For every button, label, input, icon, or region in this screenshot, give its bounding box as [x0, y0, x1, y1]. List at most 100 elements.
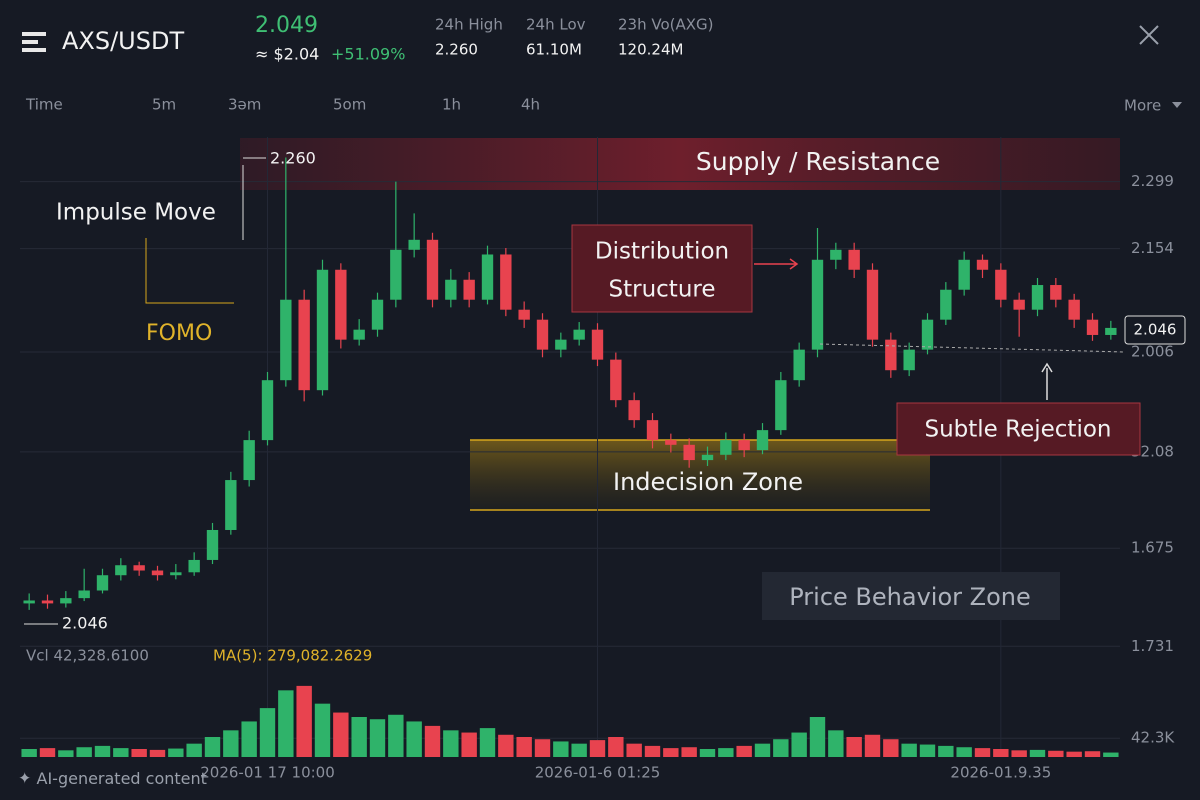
- volume-bar: [131, 749, 147, 757]
- candle-body: [775, 380, 787, 431]
- candle-body: [628, 400, 640, 421]
- timeframe[interactable]: 5m: [152, 96, 176, 114]
- volume-bar: [663, 748, 679, 757]
- y-tick-label: 42.3K: [1131, 729, 1175, 747]
- volume-bar: [241, 721, 257, 757]
- annotation: Price Behavior Zone: [789, 583, 1030, 611]
- candle-body: [830, 249, 842, 260]
- candle-body: [555, 339, 567, 350]
- candle-body: [78, 590, 90, 599]
- y-tick-label: 2.154: [1131, 239, 1174, 257]
- candle-body: [426, 239, 439, 300]
- annotation: Impulse Move: [56, 200, 216, 226]
- volume-bar: [149, 749, 166, 757]
- candle-body: [756, 430, 769, 451]
- candle-body: [463, 279, 475, 300]
- annotation: Structure: [609, 277, 716, 303]
- x-tick-label: 2026-01-6 01:25: [535, 764, 661, 782]
- last-price-line: [819, 343, 1126, 353]
- volume-bar: [278, 690, 294, 757]
- footer: ✦ AI-generated content: [18, 769, 207, 788]
- volume-bar: [113, 748, 129, 757]
- volume-bar: [1066, 751, 1082, 757]
- candle-body: [1105, 327, 1117, 335]
- volume-bar: [553, 741, 569, 757]
- annotation: Subtle Rejection: [925, 417, 1112, 443]
- supply-zone: [240, 138, 1120, 190]
- volume-bar: [993, 749, 1009, 757]
- candle-body: [115, 565, 127, 576]
- volume-bar: [901, 743, 917, 757]
- volume-bar: [388, 714, 404, 757]
- candle-body: [371, 299, 384, 330]
- candle-body: [316, 269, 329, 391]
- volume-bar: [791, 732, 807, 757]
- volume-bar: [828, 730, 844, 757]
- volume-bar: [424, 725, 441, 757]
- candle-body: [133, 565, 145, 571]
- candle-body: [885, 339, 897, 371]
- volume-bar: [589, 740, 606, 757]
- y-tick-label: 1.675: [1131, 539, 1174, 557]
- volume-bar: [681, 747, 697, 757]
- timeframe[interactable]: 5om: [333, 96, 366, 114]
- volume-bar: [571, 743, 587, 757]
- candle-body: [976, 259, 989, 270]
- candle-body: [261, 380, 274, 441]
- volume-bar: [461, 732, 477, 757]
- candle-body: [280, 299, 292, 381]
- candle-body: [151, 570, 164, 576]
- footer-text: AI-generated content: [37, 769, 207, 788]
- stat-label: 24h Lov: [526, 16, 586, 34]
- volume-bar: [259, 708, 276, 757]
- volume-bar: [534, 739, 551, 757]
- candle-body: [243, 440, 255, 481]
- volume-bar: [516, 737, 532, 757]
- close-button[interactable]: [1139, 25, 1159, 45]
- y-tick-label: 2.006: [1131, 342, 1174, 360]
- volume-bar: [1029, 749, 1046, 757]
- last-price-tag: [1124, 315, 1186, 345]
- volume-bar: [1048, 750, 1064, 757]
- candle-body: [353, 329, 365, 340]
- volume-bar: [21, 749, 37, 757]
- volume-bar: [1084, 751, 1101, 757]
- annotation-box: [571, 224, 753, 313]
- volume-bar: [94, 745, 111, 757]
- volume-bar: [626, 743, 642, 757]
- arrow: [754, 258, 799, 270]
- timeframe[interactable]: 1h: [442, 96, 461, 114]
- arrow: [1041, 362, 1053, 400]
- stat-label: 24h High: [435, 16, 503, 34]
- volume-ma-label: MA(5): 279,082.2629: [213, 647, 372, 665]
- volume-bar: [76, 747, 92, 757]
- dropdown-arrow: [1172, 102, 1182, 108]
- stat-value: 61.10M: [526, 41, 582, 59]
- candle-body: [1031, 285, 1044, 310]
- annotation: 2.260: [270, 149, 316, 168]
- candle-body: [335, 269, 347, 340]
- y-tick-label: 32.08: [1131, 442, 1174, 460]
- timeframe[interactable]: 4h: [521, 96, 540, 114]
- volume-bar: [186, 743, 202, 757]
- candle-body: [23, 600, 35, 604]
- stat-value: 2.260: [435, 41, 478, 59]
- volume-bar: [1103, 752, 1119, 757]
- candle-body: [1068, 299, 1080, 320]
- timeframe[interactable]: 3əm: [228, 96, 261, 114]
- timeframe[interactable]: Time: [25, 96, 63, 114]
- candle-body: [390, 249, 402, 300]
- volume-bar: [773, 739, 789, 757]
- x-tick-label: 2026-01 17 10:00: [200, 764, 335, 782]
- last-price: 2.046: [1134, 321, 1177, 339]
- candle-body: [940, 289, 952, 320]
- more-menu[interactable]: More: [1124, 97, 1161, 115]
- candle-body: [60, 598, 72, 604]
- price: 2.049: [255, 13, 318, 38]
- volume-bar: [608, 737, 624, 757]
- candle-body: [1086, 319, 1099, 335]
- candle-body: [921, 319, 934, 350]
- candle-body: [41, 600, 54, 604]
